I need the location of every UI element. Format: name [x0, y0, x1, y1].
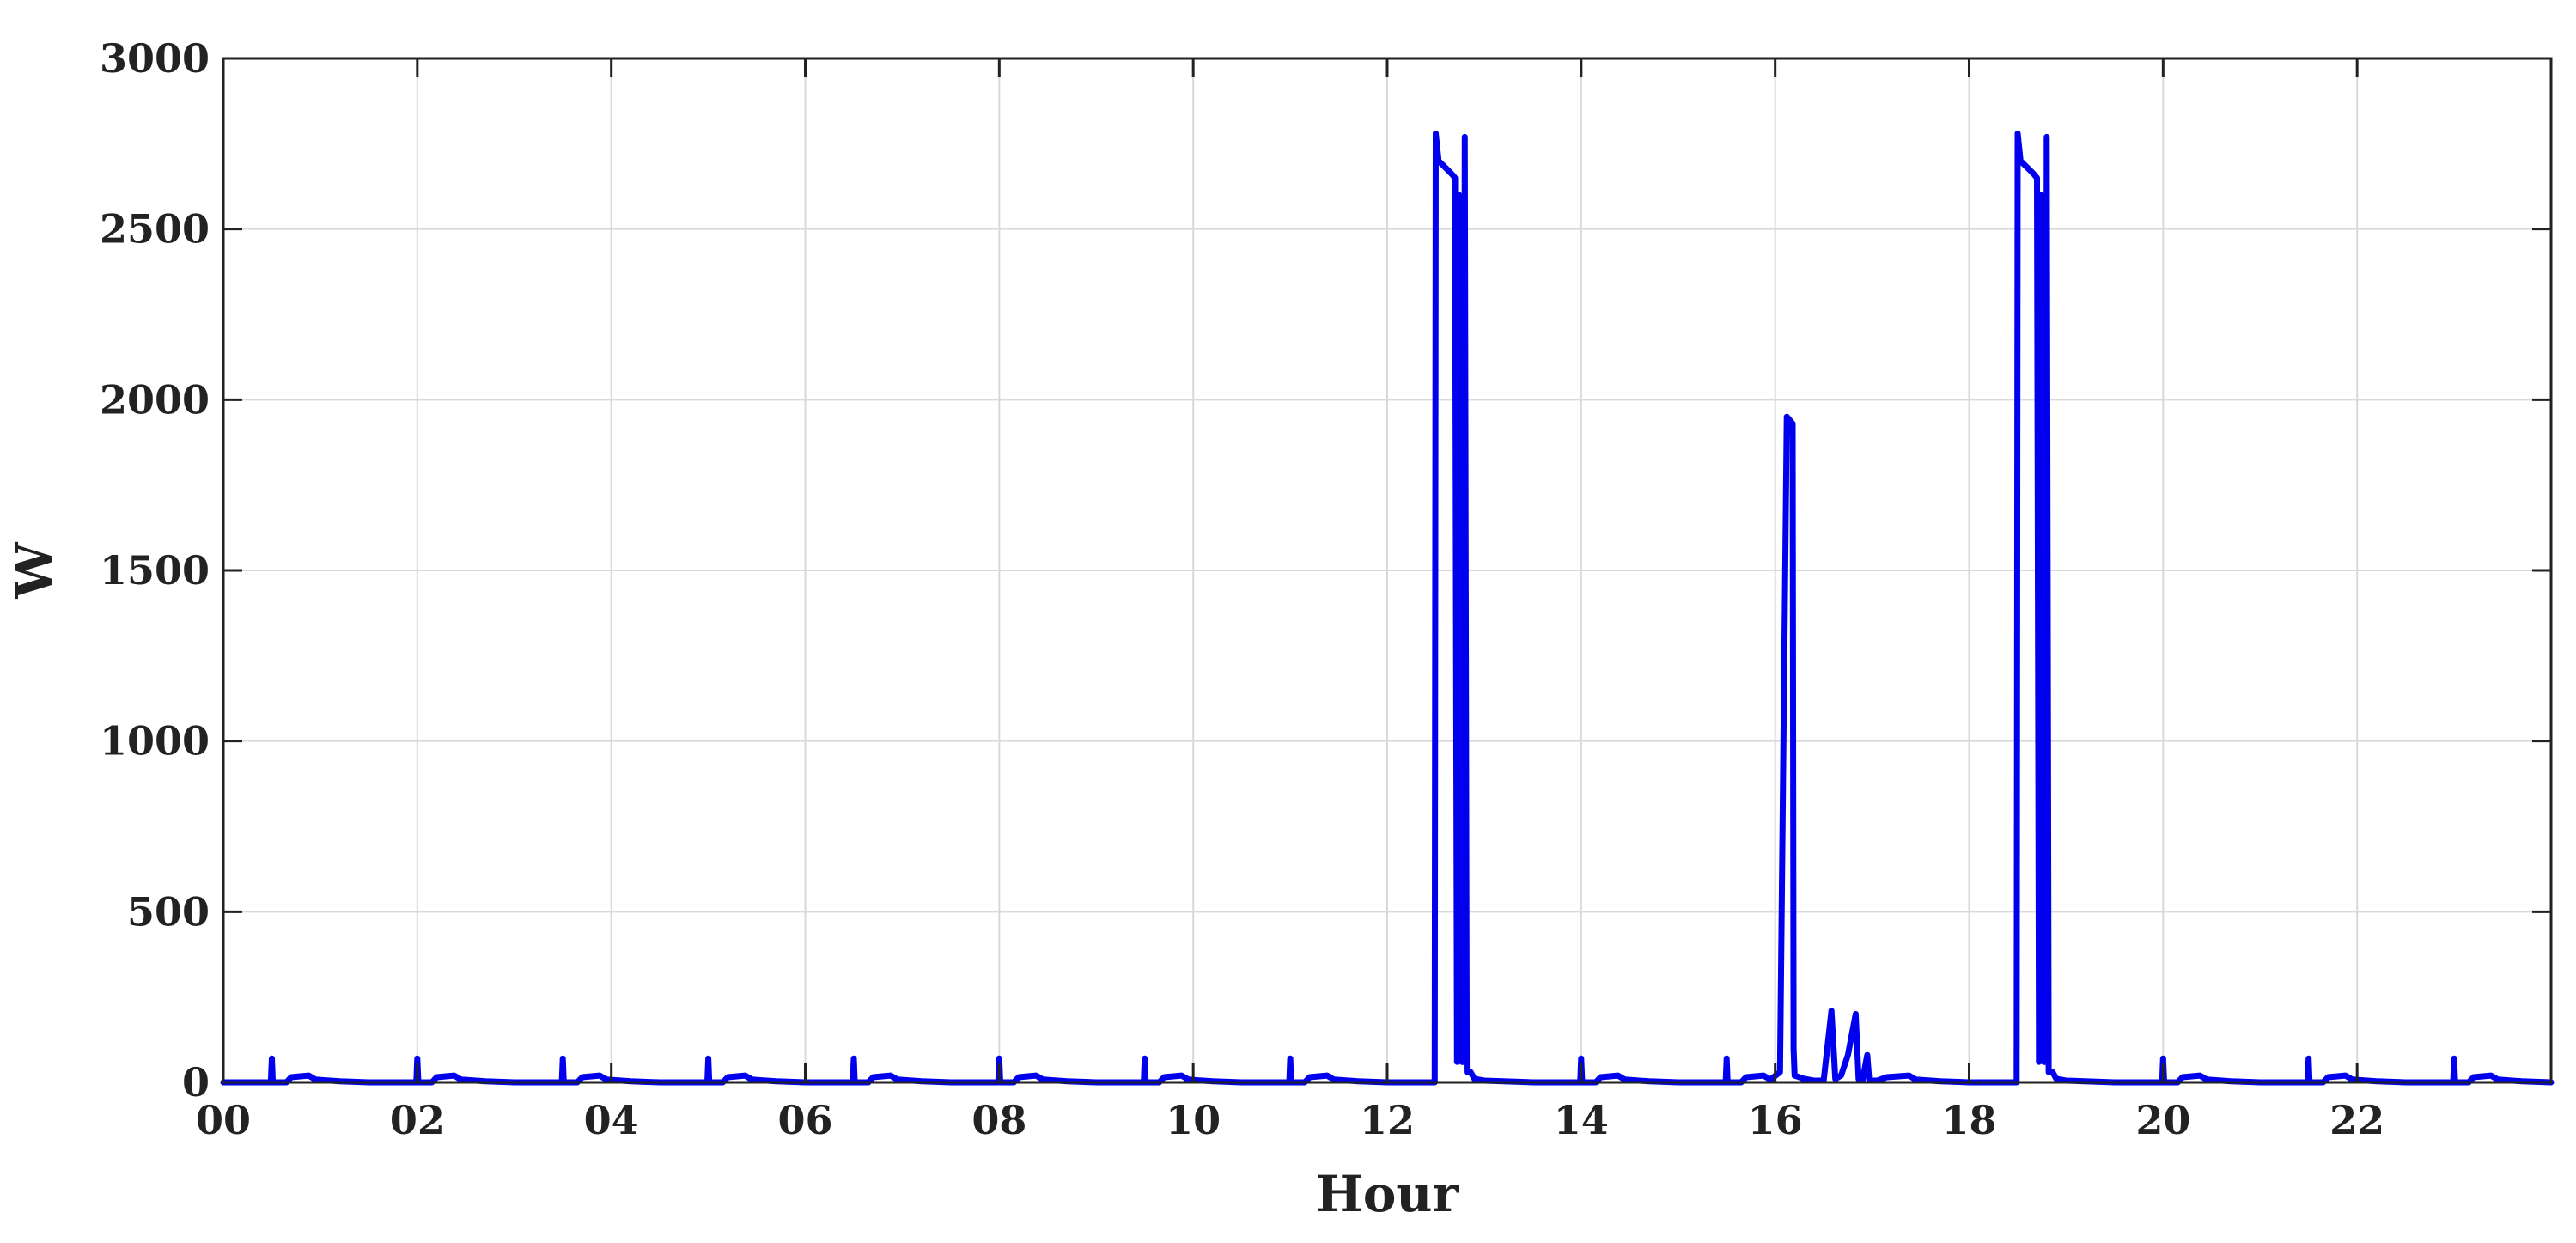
x-tick-label: 14 [1554, 1097, 1609, 1143]
y-tick-label: 500 [127, 888, 210, 935]
x-tick-label: 12 [1360, 1097, 1415, 1143]
x-tick-label: 00 [196, 1097, 251, 1143]
tick-labels: 00 02 04 06 08 10 12 14 16 18 20 22 0 500 1000 1500 2000… [100, 35, 2384, 1143]
y-tick-label: 1500 [100, 547, 210, 594]
x-tick-label: 02 [390, 1097, 445, 1143]
x-tick-label: 20 [2135, 1097, 2190, 1143]
y-tick-label: 3000 [100, 35, 210, 82]
grid [222, 58, 2551, 1083]
x-axis-title: Hour [1316, 1165, 1460, 1223]
x-tick-label: 18 [1941, 1097, 1996, 1143]
x-tick-label: 04 [584, 1097, 639, 1143]
axis-ticks [222, 57, 2551, 1084]
x-tick-label: 16 [1748, 1097, 1803, 1143]
y-tick-label: 0 [182, 1059, 210, 1106]
y-tick-label: 2000 [100, 376, 210, 423]
y-tick-label: 2500 [100, 206, 210, 253]
series-line [220, 130, 2555, 1086]
y-tick-label: 1000 [100, 718, 210, 765]
x-tick-label: 10 [1166, 1097, 1221, 1143]
y-axis-title: W [5, 542, 64, 600]
x-tick-label: 22 [2329, 1097, 2384, 1143]
x-tick-label: 08 [971, 1097, 1026, 1143]
series-layer [220, 130, 2555, 1086]
x-tick-label: 06 [777, 1097, 832, 1143]
